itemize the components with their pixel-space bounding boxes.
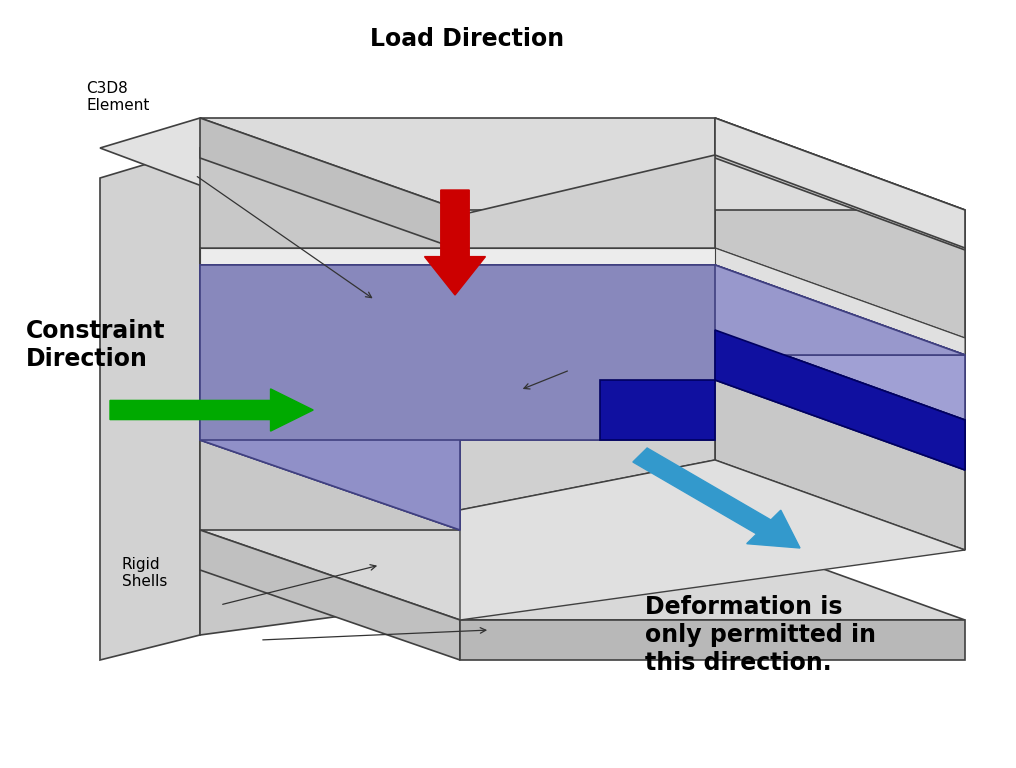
Polygon shape	[460, 155, 715, 510]
Polygon shape	[200, 118, 460, 250]
Polygon shape	[715, 155, 965, 550]
Polygon shape	[715, 118, 965, 250]
Polygon shape	[200, 248, 460, 355]
Polygon shape	[200, 265, 965, 355]
Polygon shape	[715, 155, 965, 550]
Polygon shape	[715, 118, 965, 248]
Polygon shape	[200, 250, 965, 340]
Polygon shape	[715, 248, 965, 355]
Polygon shape	[200, 265, 965, 355]
FancyArrow shape	[110, 389, 313, 431]
Polygon shape	[200, 265, 460, 530]
Polygon shape	[200, 265, 460, 530]
Polygon shape	[200, 265, 965, 355]
Polygon shape	[600, 380, 715, 440]
Polygon shape	[100, 148, 200, 660]
Text: Constraint
Direction: Constraint Direction	[25, 319, 165, 370]
Polygon shape	[200, 530, 965, 620]
Polygon shape	[200, 265, 460, 530]
Text: Load Direction: Load Direction	[370, 27, 565, 51]
Polygon shape	[715, 330, 965, 470]
Polygon shape	[100, 118, 460, 245]
Polygon shape	[200, 148, 460, 635]
Polygon shape	[200, 248, 715, 265]
Polygon shape	[715, 265, 965, 420]
FancyArrow shape	[425, 190, 486, 295]
Polygon shape	[715, 330, 965, 470]
Polygon shape	[200, 530, 460, 660]
Polygon shape	[460, 460, 965, 620]
Text: Deformation is
only permitted in
this direction.: Deformation is only permitted in this di…	[645, 595, 876, 675]
Text: Rigid
Shells: Rigid Shells	[122, 557, 168, 589]
Polygon shape	[200, 265, 715, 440]
Polygon shape	[200, 248, 965, 338]
FancyArrow shape	[633, 448, 800, 548]
Text: C3D8
Element: C3D8 Element	[86, 81, 149, 113]
Polygon shape	[460, 620, 965, 660]
Polygon shape	[200, 265, 715, 440]
Polygon shape	[200, 118, 965, 210]
